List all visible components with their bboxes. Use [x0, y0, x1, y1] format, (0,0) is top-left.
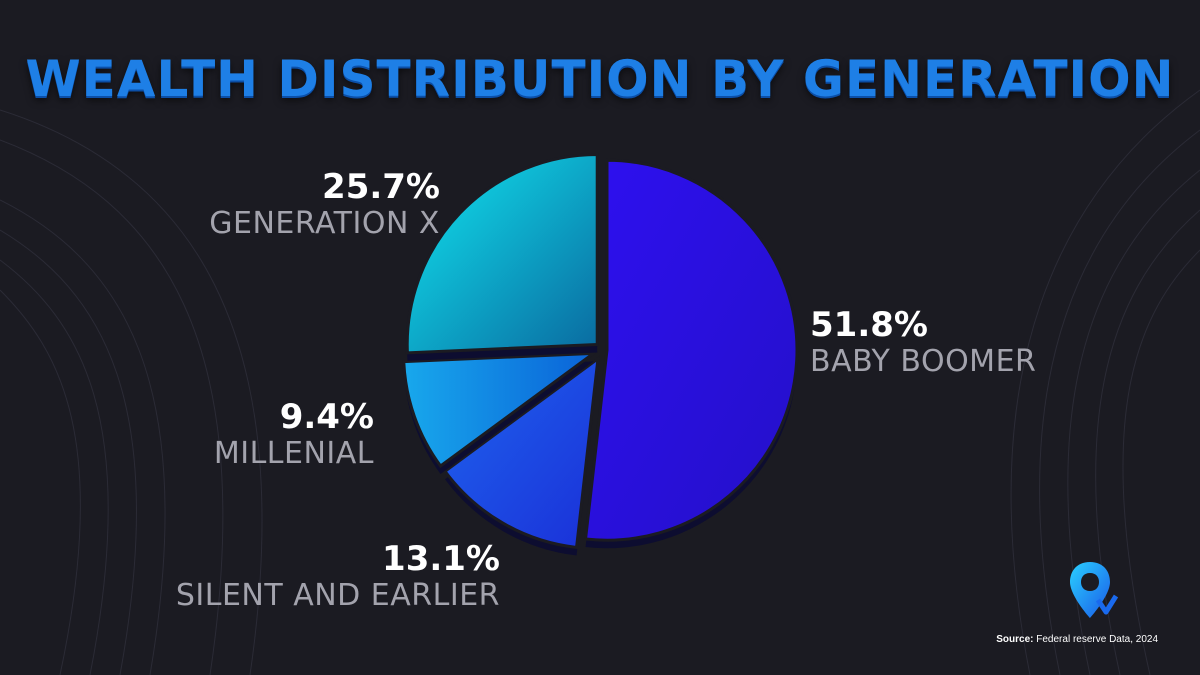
silent-percent: 13.1% [382, 539, 500, 579]
millenial-percent: 9.4% [279, 397, 374, 437]
baby-boomer-category: BABY BOOMER [810, 344, 1037, 379]
generation-x-category: GENERATION X [209, 206, 440, 241]
baby-boomer-percent: 51.8% [810, 305, 928, 345]
location-pin-logo-icon [1070, 562, 1119, 618]
pie-slice-baby-boomer [583, 158, 799, 542]
pie-slice-generation-x [405, 152, 599, 355]
label-generation-x: 25.7% GENERATION X [209, 168, 440, 242]
pie-slice-millenial [402, 351, 599, 469]
millenial-category: MILLENIAL [213, 436, 374, 471]
label-millenial: 9.4% MILLENIAL [214, 398, 374, 472]
label-baby-boomer: 51.8% BABY BOOMER [810, 306, 1036, 380]
silent-category: SILENT AND EARLIER [175, 578, 500, 613]
chart-title: WEALTH DISTRIBUTION BY GENERATION [25, 50, 1175, 108]
pie-slice-silent-and-earlier [442, 355, 600, 550]
source-text: Federal reserve Data, 2024 [1036, 634, 1158, 645]
label-silent-and-earlier: 13.1% SILENT AND EARLIER [176, 540, 500, 614]
source-prefix: Source: [996, 634, 1034, 645]
source-note: Source: Federal reserve Data, 2024 [996, 634, 1158, 645]
generation-x-percent: 25.7% [322, 167, 440, 207]
